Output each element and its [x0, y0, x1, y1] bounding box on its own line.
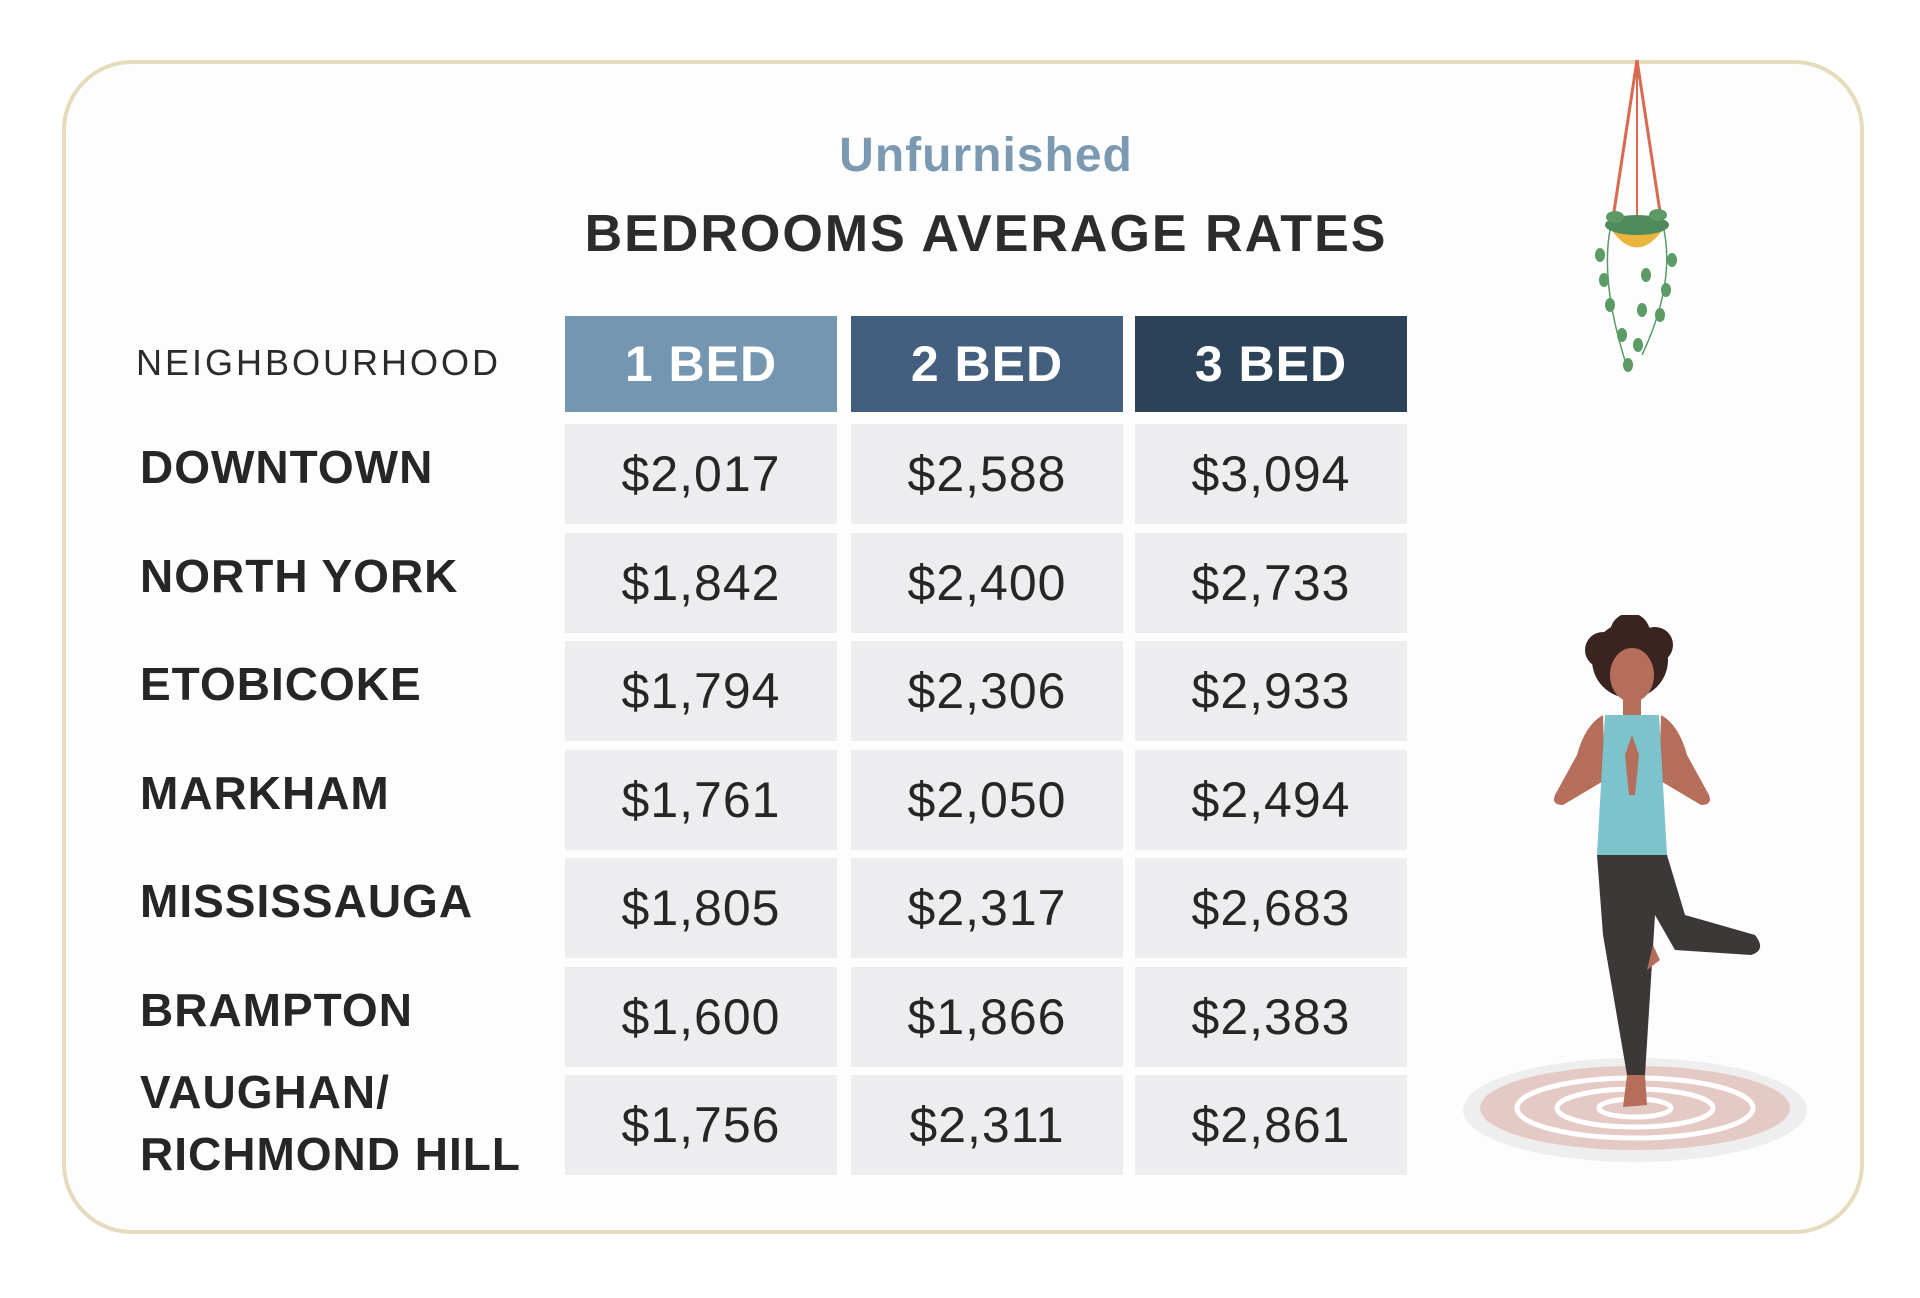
column-header-1: 1 BED	[565, 316, 837, 412]
table-cell: $2,861	[1135, 1075, 1407, 1175]
row-label: DOWNTOWN	[140, 441, 434, 493]
row-label: MISSISSAUGA	[140, 875, 474, 927]
hanging-plant-illustration	[1595, 59, 1677, 372]
table-cell: $2,400	[851, 532, 1123, 633]
column-header-3: 3 BED	[1135, 316, 1407, 412]
chart-title: BEDROOMS AVERAGE RATES	[584, 205, 1388, 263]
row-label: ETOBICOKE	[140, 658, 422, 710]
row-label: MARKHAM	[140, 766, 390, 819]
table-cell: $1,866	[851, 966, 1123, 1067]
table-cell: $1,761	[565, 749, 837, 850]
table-cell: $1,600	[565, 966, 837, 1067]
row-label: BRAMPTON	[140, 983, 413, 1036]
table-cell: $2,683	[1135, 858, 1407, 958]
table-cell: $2,383	[1135, 966, 1407, 1067]
table-cell: $1,805	[565, 858, 837, 958]
row-header: NEIGHBOURHOOD	[136, 342, 502, 383]
table-cell: $2,494	[1135, 749, 1407, 850]
table-cell: $1,842	[565, 532, 837, 633]
row-label: NORTH YORK	[140, 549, 459, 602]
table-cell: $2,017	[565, 424, 837, 524]
table-cell: $2,311	[851, 1075, 1123, 1175]
table-cell: $2,317	[851, 858, 1123, 958]
table-cell: $2,933	[1135, 641, 1407, 741]
row-label: VAUGHAN/RICHMOND HILL	[140, 1066, 521, 1180]
table-cell: $1,756	[565, 1075, 837, 1175]
table-cell: $2,050	[851, 749, 1123, 850]
table-cell: $2,588	[851, 424, 1123, 524]
table-cell: $1,794	[565, 641, 837, 741]
table-cell: $2,733	[1135, 532, 1407, 633]
table-cell: $2,306	[851, 641, 1123, 741]
column-header-2: 2 BED	[851, 316, 1123, 412]
table-cell: $3,094	[1135, 424, 1407, 524]
chart-subtitle: Unfurnished	[839, 129, 1133, 182]
yoga-woman-illustration	[1463, 615, 1807, 1162]
